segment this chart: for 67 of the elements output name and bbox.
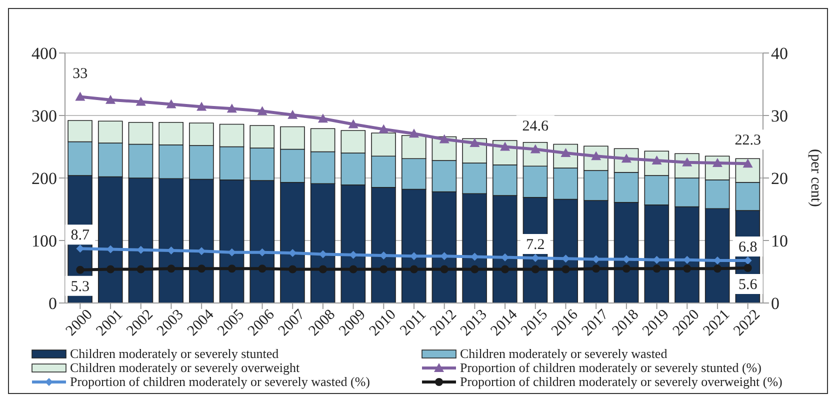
legend-label: Proportion of children moderately or severely stunted (%)	[460, 360, 762, 375]
point	[198, 264, 206, 273]
point	[348, 119, 358, 128]
point	[257, 106, 268, 116]
point	[106, 265, 115, 274]
y-tick-label: 300	[32, 106, 57, 126]
data-label: 8.7	[70, 228, 90, 244]
y2-tick-label: 10	[771, 232, 788, 251]
point	[470, 265, 479, 274]
point	[683, 264, 692, 273]
data-label: 33	[72, 66, 88, 82]
point	[440, 265, 448, 274]
point	[106, 94, 116, 104]
y2-tick-label: 0	[771, 294, 780, 314]
point	[288, 110, 298, 119]
point	[378, 124, 389, 134]
point	[713, 264, 722, 273]
point	[349, 265, 358, 274]
point	[136, 96, 146, 106]
point	[258, 264, 266, 273]
legend-label: Children moderately or severely overweight	[70, 360, 300, 375]
data-label: 5.6	[738, 277, 758, 293]
point	[742, 158, 753, 168]
point	[439, 134, 450, 144]
y-tick-label: 100	[32, 232, 57, 251]
point	[380, 265, 388, 274]
point	[530, 144, 540, 154]
point	[288, 265, 297, 274]
y2-axis-title: (per cent)	[808, 149, 824, 207]
point	[562, 265, 570, 274]
point	[136, 265, 145, 274]
y2-tick-label: 40	[771, 44, 788, 64]
point	[470, 138, 480, 147]
y-tick-label: 200	[32, 169, 57, 188]
point	[501, 265, 510, 274]
point	[712, 158, 722, 167]
legend-label: Children moderately or severely wasted	[460, 346, 668, 361]
point	[652, 264, 661, 273]
y2-tick-label: 30	[771, 106, 788, 126]
point	[500, 142, 510, 151]
point	[196, 102, 207, 111]
data-label: 7.2	[526, 237, 545, 253]
legend-label: Children moderately or severely stunted	[70, 346, 279, 361]
point	[226, 104, 237, 113]
x-tick-label: 2011	[397, 306, 430, 339]
y-tick-label: 400	[32, 44, 57, 64]
data-label: 24.6	[522, 118, 550, 134]
point	[592, 264, 600, 273]
point	[622, 264, 630, 273]
data-label: 5.3	[70, 278, 90, 295]
point	[75, 92, 86, 101]
legend-label: Proportion of children moderately or severely overweight (%)	[460, 374, 782, 389]
point	[318, 265, 327, 274]
data-label: 22.3	[734, 132, 761, 149]
y2-tick-label: 20	[771, 169, 788, 188]
legend-label: Proportion of children moderately or severely wasted (%)	[70, 374, 370, 389]
point	[228, 264, 236, 273]
point	[318, 114, 328, 123]
point	[167, 264, 176, 273]
point	[166, 99, 176, 108]
point	[410, 265, 418, 274]
point	[531, 265, 540, 274]
data-label: 6.8	[738, 240, 758, 256]
point	[409, 128, 419, 138]
y-tick-label: 0	[48, 294, 57, 314]
point	[744, 264, 752, 272]
point	[76, 266, 84, 274]
